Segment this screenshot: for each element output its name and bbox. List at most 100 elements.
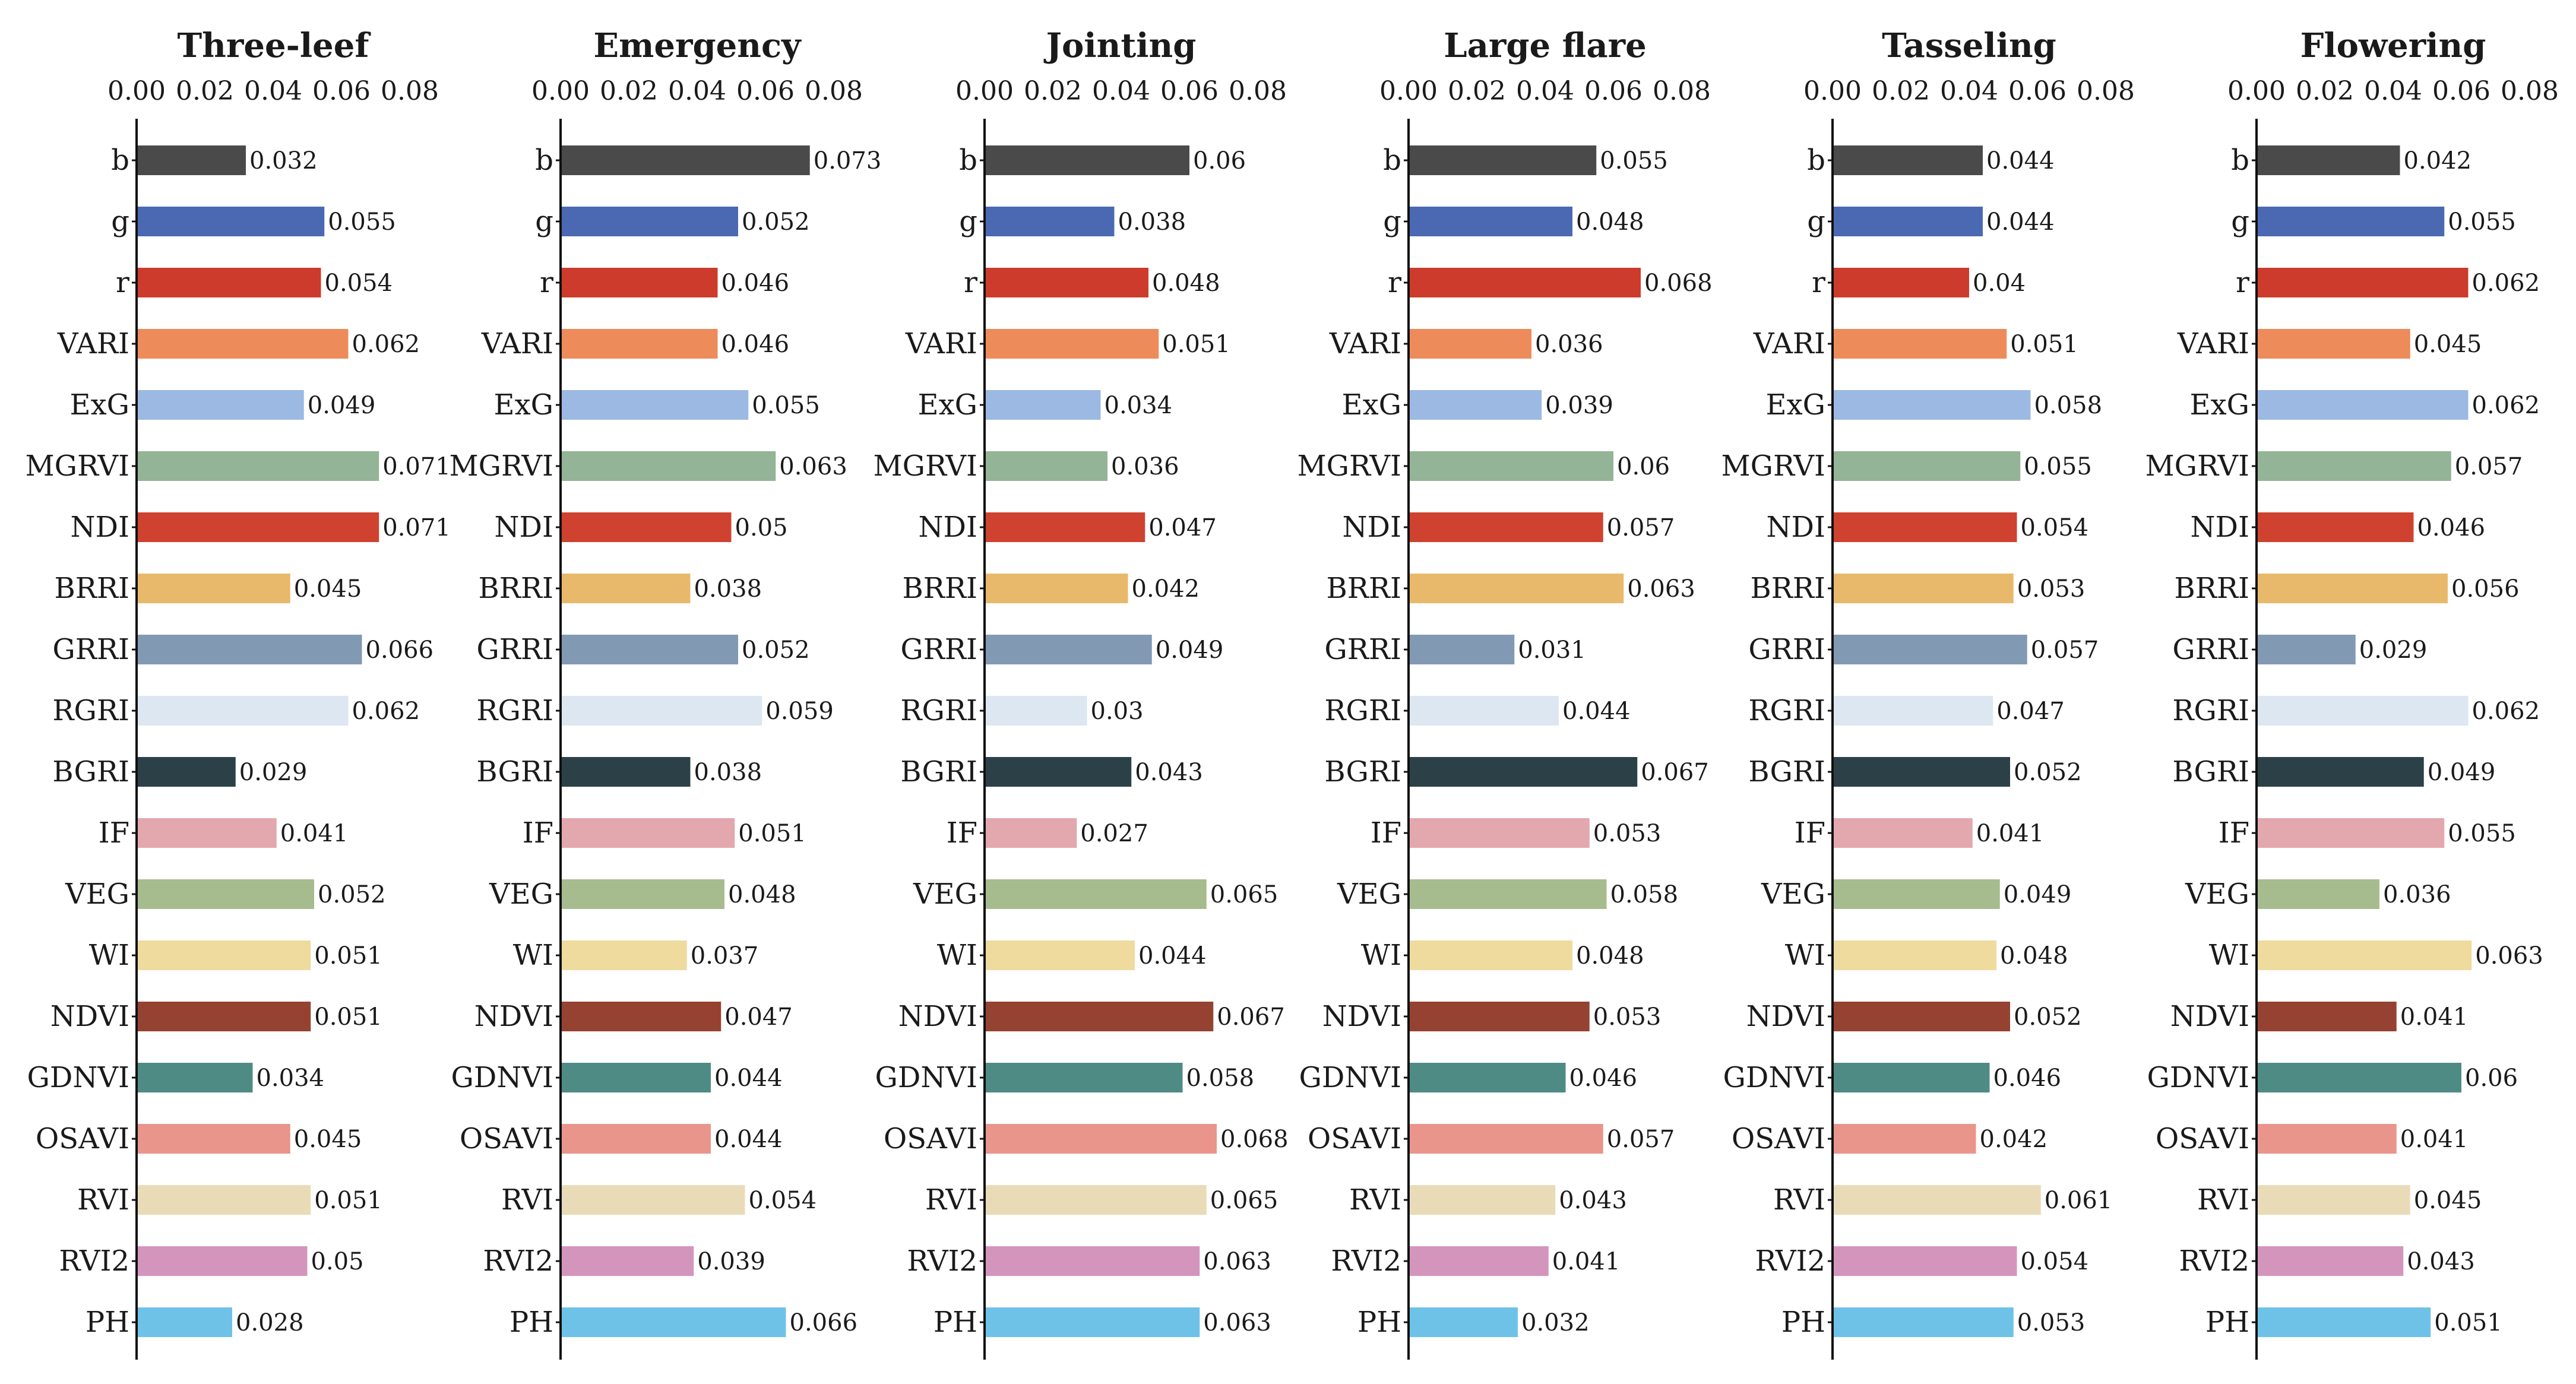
bar	[562, 390, 749, 420]
value-label: 0.054	[2021, 514, 2089, 541]
value-label: 0.055	[2448, 208, 2516, 236]
value-label: 0.054	[325, 270, 393, 297]
bar	[2258, 879, 2379, 909]
value-label: 0.066	[366, 636, 434, 664]
value-label: 0.055	[328, 208, 396, 236]
bar	[986, 635, 1152, 664]
category-label: VARI	[2177, 327, 2249, 360]
category-label: IF	[1371, 816, 1401, 850]
bar	[1410, 1063, 1566, 1092]
category-label: GRRI	[1324, 633, 1401, 666]
value-label: 0.044	[1986, 208, 2055, 236]
x-tick-label: 0.08	[2077, 76, 2135, 106]
category-label: GRRI	[52, 633, 129, 666]
bar	[562, 574, 691, 603]
value-label: 0.071	[382, 514, 451, 541]
x-tick-label: 0.08	[1229, 76, 1287, 106]
category-label: r	[2236, 266, 2249, 299]
panel-0: Three-leef 0.00 0.02 0.04 0.06 0.08 b 0.032 g 0.0…	[25, 26, 451, 1360]
value-label: 0.063	[1627, 575, 1695, 603]
value-label: 0.05	[311, 1248, 364, 1275]
bar	[2258, 1063, 2461, 1092]
value-label: 0.028	[236, 1309, 304, 1337]
bar	[1410, 268, 1641, 297]
bar	[2258, 940, 2472, 970]
bar	[2258, 696, 2469, 726]
value-label: 0.044	[1562, 698, 1631, 725]
bar	[986, 451, 1107, 481]
category-label: BRRI	[902, 572, 977, 605]
panel-4: Tasseling 0.00 0.02 0.04 0.06 0.08 b 0.044 g 0.04…	[1721, 26, 2135, 1360]
category-label: VEG	[1337, 878, 1401, 911]
bar	[1834, 145, 1983, 175]
category-label: MGRVI	[873, 449, 977, 483]
category-label: r	[540, 266, 553, 299]
bar	[2258, 207, 2445, 236]
bar	[562, 1246, 694, 1276]
bar	[986, 757, 1132, 787]
bar	[138, 329, 349, 359]
value-label: 0.059	[765, 698, 834, 725]
category-label: NDI	[919, 511, 977, 544]
category-label: MGRVI	[2145, 449, 2249, 483]
panel-title: Tasseling	[1882, 26, 2056, 65]
value-label: 0.06	[2465, 1065, 2518, 1092]
bar	[1834, 635, 2027, 664]
x-tick-label: 0.08	[805, 76, 863, 106]
bar	[1410, 1185, 1556, 1215]
value-label: 0.051	[1162, 331, 1230, 358]
bar	[1410, 574, 1624, 603]
bar	[1410, 329, 1531, 359]
bar	[1834, 879, 2000, 909]
value-label: 0.036	[1535, 331, 1603, 358]
bar	[562, 329, 718, 359]
value-label: 0.052	[318, 881, 386, 908]
value-label: 0.04	[1973, 270, 2026, 297]
value-label: 0.062	[2472, 698, 2540, 725]
bar	[1410, 390, 1542, 420]
bar	[138, 451, 379, 481]
x-tick-label: 0.02	[600, 76, 658, 106]
bar	[986, 940, 1135, 970]
value-label: 0.027	[1080, 820, 1148, 847]
value-label: 0.036	[2383, 881, 2451, 908]
bar	[2258, 635, 2356, 664]
category-label: OSAVI	[1308, 1122, 1401, 1155]
category-label: RVI	[925, 1183, 977, 1217]
category-label: WI	[937, 939, 977, 972]
category-label: IF	[99, 816, 129, 850]
bar	[562, 1124, 711, 1154]
category-label: NDVI	[50, 1000, 129, 1033]
panel-title: Jointing	[1043, 26, 1197, 65]
value-label: 0.034	[257, 1065, 325, 1092]
value-label: 0.073	[814, 147, 882, 175]
category-label: BGRI	[2172, 755, 2249, 788]
bar	[562, 207, 738, 236]
category-label: r	[964, 266, 977, 299]
category-label: ExG	[494, 388, 553, 422]
category-label: ExG	[1342, 388, 1401, 422]
bar	[138, 268, 321, 297]
category-label: ExG	[1766, 388, 1825, 422]
category-label: PH	[2205, 1306, 2249, 1339]
x-tick-label: 0.06	[2432, 76, 2490, 106]
value-label: 0.047	[1148, 514, 1217, 541]
value-label: 0.065	[1210, 881, 1278, 908]
panel-title: Three-leef	[177, 26, 371, 65]
bar	[1410, 1246, 1549, 1276]
bar	[2258, 451, 2451, 481]
x-tick-label: 0.06	[2008, 76, 2067, 106]
x-tick-label: 0.04	[1940, 76, 1998, 106]
bar	[562, 940, 687, 970]
bar	[2258, 1185, 2410, 1215]
bar	[1834, 512, 2017, 542]
bar	[2258, 574, 2448, 603]
bar	[138, 1002, 311, 1031]
category-label: IF	[523, 816, 553, 850]
bar	[2258, 329, 2410, 359]
value-label: 0.044	[1986, 147, 2055, 175]
bar	[2258, 757, 2424, 787]
value-label: 0.041	[2400, 1126, 2469, 1153]
bar	[986, 1185, 1207, 1215]
